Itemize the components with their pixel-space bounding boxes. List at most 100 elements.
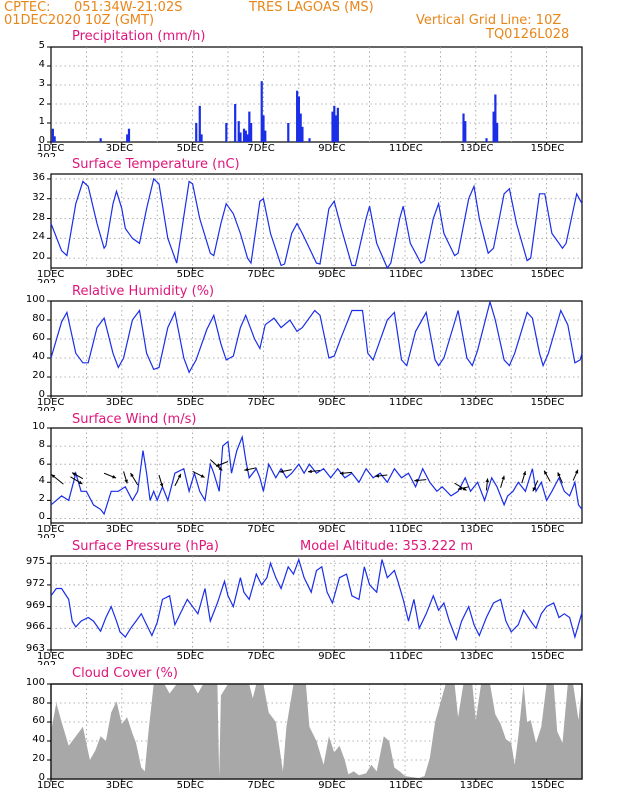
pres-ytick-label: 966 [25,621,45,633]
rh-ytick-label: 0 [38,389,45,400]
precip-bar [492,111,495,142]
precip-bar [234,104,237,142]
rh-ytick-label: 80 [32,313,45,324]
temp-xtick-label: 11DEC [389,269,423,280]
rh-frame [50,300,583,397]
pres-xtick-label: 15DEC [530,651,565,662]
wind-vector-head [112,475,117,479]
rh-ytick-label: 100 [25,294,45,305]
precip-bar [262,115,265,142]
precip-ytick-label: 0 [38,135,45,146]
pres-xtick-label: 11DEC [389,651,423,662]
wind-vector-head [522,471,527,476]
rh-xtick-label: 5DEC [176,397,204,408]
precip-xtick-label: 5DEC [176,143,204,154]
precip-ytick-label: 5 [38,40,45,51]
wind-vector-head [574,469,579,474]
wind-vector-head [557,472,561,477]
rh-xtick-label: 1DEC [37,397,65,408]
precip-ytick-label: 1 [38,116,45,127]
rh-year-fragment: 202 [37,406,56,411]
wind-vector-head [532,487,537,492]
cloud-xtick-label: 9DEC [318,780,346,791]
wind-vector-head [159,483,164,488]
wind-xtick-label: 5DEC [176,524,204,535]
header-coords: 051:34W-21:02S [74,0,183,15]
wind-xtick-label: 13DEC [459,524,494,535]
rh-xtick-label: 7DEC [247,397,275,408]
temp-ytick-label: 24 [32,231,45,243]
precip-bar [250,123,253,142]
precip-xtick-label: 7DEC [247,143,275,154]
precip-xtick-label: 15DEC [530,143,565,154]
header-grid-note: Vertical Grid Line: 10Z [416,13,562,28]
wind-vector-head [457,486,462,491]
precip-bar [51,128,54,142]
header-location: TRES LAGOAS (MS) [249,0,374,15]
precip-xtick-label: 1DEC [37,143,65,154]
precip-bar [248,111,251,142]
precip-title: Precipitation (mm/h) [72,29,206,44]
precip-bar [287,123,290,142]
temp-xtick-label: 9DEC [318,269,346,280]
precip-bar [244,130,247,142]
temp-ytick-label: 28 [32,211,45,223]
precip-bar [301,126,304,142]
wind-vector-head [501,475,505,480]
precip-bar [296,90,299,142]
precip-bar [336,107,339,142]
wind-frame [50,427,583,524]
precip-ytick-label: 3 [38,78,45,89]
wind-vector-head [544,470,548,475]
wind-ytick-label: 0 [38,511,45,523]
temp-year-fragment: 202 [37,278,56,283]
precip-bar [464,121,467,142]
precip-bar [297,96,300,142]
temp-xtick-label: 13DEC [459,269,494,280]
cloud-ytick-label: 40 [32,734,45,745]
precip-bar [198,105,201,142]
precip-bar [462,113,465,142]
cloud-xtick-label: 7DEC [247,780,275,791]
precip-bar [53,136,56,142]
wind-vector-head [78,480,83,485]
cloud-xtick-label: 1DEC [37,780,65,791]
wind-vector-head [375,474,379,478]
rh-xtick-label: 9DEC [318,397,346,408]
header-source: CPTEC: [4,0,51,15]
wind-xtick-label: 7DEC [247,524,275,535]
wind-vector-head [218,466,223,471]
wind-vector-head [414,478,418,483]
model-altitude: Model Altitude: 353.222 m [300,539,474,554]
rh-xtick-label: 11DEC [389,397,423,408]
temp-xtick-label: 7DEC [247,269,275,280]
pres-xtick-label: 9DEC [318,651,346,662]
wind-vector-head [124,479,128,484]
pres-frame [50,555,583,651]
pres-title: Surface Pressure (hPa) [72,539,219,554]
precip-bar [200,134,203,142]
wind-vector-head [279,469,284,474]
precip-bar [264,130,267,142]
wind-vector-head [72,472,77,476]
wind-vector-head [462,487,467,491]
precip-bar [260,81,263,142]
wind-year-fragment: 202 [37,533,56,538]
temp-series-line [50,177,583,270]
precip-bar [99,138,102,142]
precip-bar [237,121,240,142]
wind-xtick-label: 3DEC [105,524,134,535]
wind-vector-head [339,471,344,475]
precip-bar [494,94,497,142]
wind-ytick-label: 10 [32,421,45,432]
pres-xtick-label: 5DEC [176,651,204,662]
rh-series-line [50,299,583,374]
precip-xtick-label: 13DEC [459,143,494,154]
precip-bar [127,128,131,142]
pres-xtick-label: 3DEC [105,651,134,662]
pres-xtick-label: 7DEC [247,651,275,662]
precip-bar [239,132,242,142]
cloud-ytick-label: 100 [25,677,45,688]
rh-ytick-label: 20 [32,370,45,381]
temp-xtick-label: 1DEC [37,269,65,280]
